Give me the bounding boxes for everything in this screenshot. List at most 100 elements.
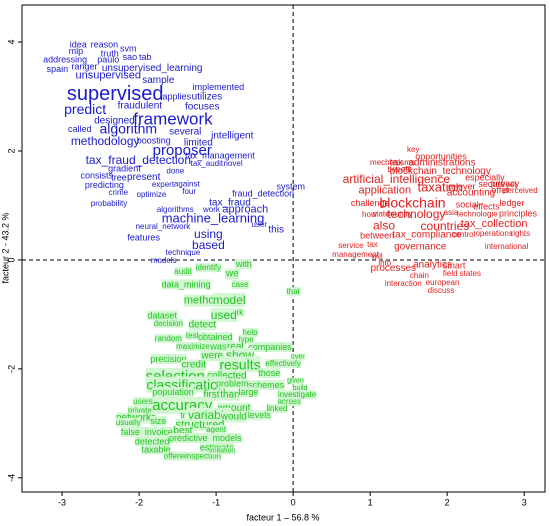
word-label: technologie <box>457 209 498 218</box>
word-label: we <box>225 269 239 280</box>
x-tick-label: 3 <box>522 497 527 507</box>
word-label: crime <box>109 188 129 197</box>
word-label: privacy <box>491 179 520 189</box>
word-label: usually <box>116 418 141 427</box>
word-highlight <box>248 342 293 353</box>
word-label: unsupervised_learning <box>102 63 203 74</box>
word-label: maximize <box>176 342 210 351</box>
word-label: linked <box>266 404 287 413</box>
word-label: management <box>332 250 379 259</box>
word-label: accounting <box>447 188 495 199</box>
word-label: results <box>219 356 260 372</box>
word-label: several <box>169 127 201 138</box>
word-label: method <box>184 295 221 307</box>
word-label: applies <box>163 91 192 101</box>
word-highlight <box>174 267 193 277</box>
word-label: technology <box>387 207 445 221</box>
word-highlight <box>217 402 251 414</box>
word-label: blockchain_technology <box>390 166 491 177</box>
word-label: boosting <box>137 136 171 146</box>
word-label: first <box>203 390 219 401</box>
word-label: ranger <box>71 61 97 71</box>
word-label: supervised <box>67 83 164 105</box>
word-highlight <box>207 370 247 382</box>
word-highlight <box>173 425 193 437</box>
word-highlight <box>209 447 236 455</box>
x-tick-label: 2 <box>445 497 450 507</box>
word-highlight <box>292 384 308 392</box>
word-label: obtained <box>198 332 233 342</box>
word-label: best <box>174 426 193 437</box>
y-tick-label: 2 <box>6 148 16 153</box>
word-label: technique <box>166 248 201 257</box>
word-label: across <box>277 397 301 406</box>
word-label: system <box>277 181 306 191</box>
word-label: false_invoices <box>121 427 178 437</box>
word-label: processes <box>370 263 416 274</box>
y-tick-label: -2 <box>6 365 16 373</box>
word-label: tax <box>367 240 378 249</box>
word-label: given <box>287 378 304 385</box>
word-label: user <box>251 220 267 229</box>
word-label: audit <box>174 267 192 276</box>
word-highlight <box>133 397 153 407</box>
word-highlight <box>219 411 247 423</box>
word-highlight <box>195 263 222 273</box>
word-label: countries <box>421 219 470 233</box>
word-label: reason <box>91 40 119 50</box>
word-label: models <box>151 256 177 265</box>
word-label: paulo <box>97 54 119 64</box>
x-tick-label: -2 <box>135 497 143 507</box>
word-highlight <box>185 330 200 340</box>
word-highlight <box>199 442 234 453</box>
word-highlight <box>210 308 237 323</box>
word-label: methodology <box>71 134 140 148</box>
word-label: chain <box>410 271 429 280</box>
word-label: spain <box>47 64 69 74</box>
y-tick-label: 4 <box>6 40 16 45</box>
word-highlight <box>277 397 302 407</box>
word-label: analytics <box>413 259 452 270</box>
word-label: fraudulent <box>118 100 163 111</box>
word-highlight <box>216 378 249 389</box>
word-label: approach <box>222 204 268 216</box>
word-label: would <box>220 411 247 422</box>
word-label: designed <box>94 116 135 127</box>
word-highlight <box>248 380 285 391</box>
x-tick-label: 0 <box>291 497 296 507</box>
word-label: dataset <box>147 310 177 320</box>
x-tick-label: -1 <box>212 497 220 507</box>
word-label: amount <box>217 403 251 414</box>
word-label: inspection <box>185 452 221 461</box>
word-highlight <box>188 319 217 331</box>
word-highlight <box>231 280 249 290</box>
x-tick-label: -3 <box>58 497 66 507</box>
word-label: sample <box>142 75 175 86</box>
word-label: present <box>127 172 161 183</box>
word-label: detected <box>135 436 170 446</box>
word-label: how <box>362 210 377 219</box>
word-highlight <box>206 425 227 435</box>
word-highlight <box>150 354 187 365</box>
word-label: social <box>456 199 479 209</box>
word-label: this <box>268 225 284 236</box>
word-label: machine_learning <box>162 211 265 226</box>
word-label: discuss <box>428 286 455 295</box>
word-highlight <box>181 359 207 371</box>
word-label: tr <box>181 411 186 420</box>
word-label: precision <box>150 354 186 364</box>
word-label: used <box>211 308 237 322</box>
word-label: case <box>232 280 249 289</box>
word-label: svm <box>120 43 137 53</box>
word-label: artificial_intelligence <box>343 172 451 186</box>
word-label: four <box>182 187 196 196</box>
word-label: framework <box>133 109 213 128</box>
word-highlight <box>247 410 272 421</box>
word-label: smart <box>443 260 466 270</box>
word-label: application <box>358 185 411 197</box>
word-label: tax_collection <box>461 218 528 230</box>
word-label: work <box>202 205 221 214</box>
word-highlight <box>286 287 301 297</box>
word-highlight <box>234 259 252 270</box>
word-label: schemes <box>248 380 285 390</box>
